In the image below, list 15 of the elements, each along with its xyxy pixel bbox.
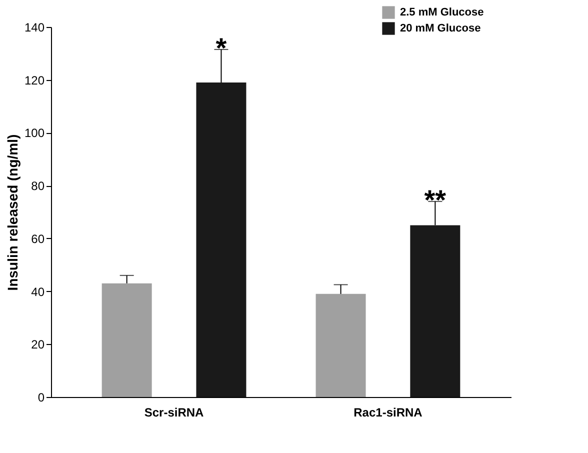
y-tick-label: 40 (31, 284, 45, 299)
annotation: ** (424, 184, 446, 216)
y-tick-label: 20 (31, 338, 45, 352)
legend-label: 20 mM Glucose (400, 22, 481, 34)
y-tick-label: 120 (24, 73, 45, 88)
y-tick-label: 60 (31, 232, 45, 246)
y-tick-label: 0 (38, 390, 45, 404)
x-tick-label: Rac1-siRNA (354, 406, 423, 420)
y-tick-label: 80 (31, 179, 45, 194)
y-tick-label: 140 (24, 20, 45, 34)
legend-label: 2.5 mM Glucose (400, 6, 484, 18)
y-axis-title: Insulin released (ng/ml) (4, 134, 20, 291)
x-tick-label: Scr-siRNA (144, 406, 204, 420)
y-tick-label: 100 (24, 126, 45, 140)
annotation: * (216, 32, 227, 64)
